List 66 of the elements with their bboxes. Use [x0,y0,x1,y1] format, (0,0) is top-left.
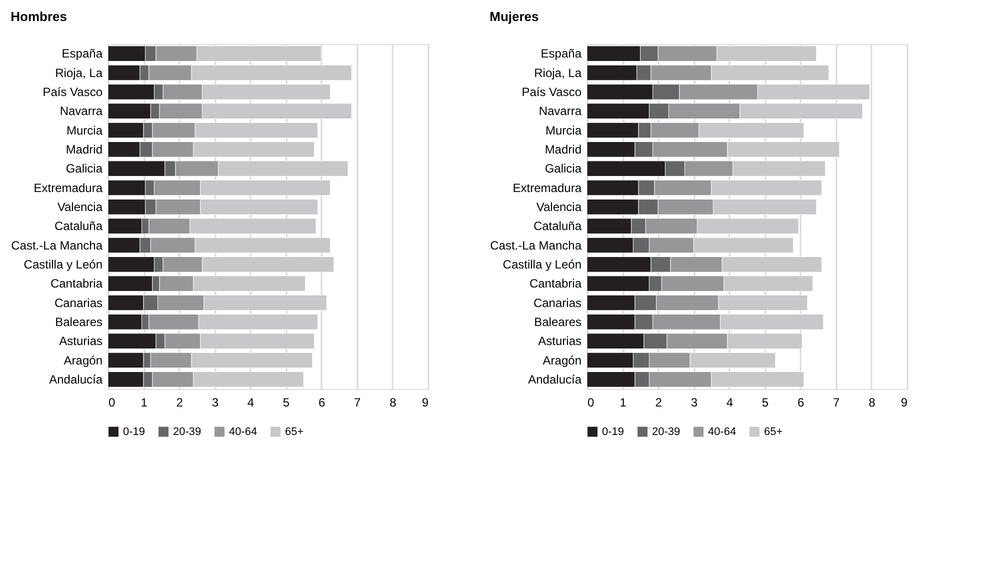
y-tick-label: Valencia [536,200,582,214]
y-tick-label: Navarra [538,104,582,118]
x-tick-label: 1 [620,396,627,410]
y-tick-label: Castilla y León [502,257,582,272]
legend-label: 40-64 [229,426,258,438]
x-tick-label: 8 [390,396,397,410]
y-tick-label: Murcia [66,123,103,138]
y-tick-label: España [62,46,103,61]
legend-label: 20-39 [652,426,680,438]
y-tick-label: Rioja, La [534,66,582,80]
y-tick-label: Canarias [54,296,102,310]
x-tick-label: 2 [655,396,662,410]
y-tick-label: Cataluña [54,219,103,234]
y-tick-label: Baleares [534,314,582,329]
legend-label: 0-19 [602,426,624,438]
legend-label: 65+ [285,426,304,438]
y-tick-label: Madrid [544,142,582,156]
y-tick-label: Castilla y León [24,257,102,272]
y-tick-label: Baleares [55,314,102,329]
x-tick-label: 9 [422,396,429,410]
x-tick-label: 7 [354,396,362,410]
y-tick-label: Cataluña [533,219,582,234]
y-tick-label: Galicia [66,162,103,176]
legend-label: 0-19 [123,426,146,438]
x-tick-label: 2 [176,396,184,410]
y-tick-label: Aragón [542,353,582,368]
y-tick-label: Andalucía [49,372,103,386]
x-tick-label: 3 [690,396,698,410]
legend-label: 20-39 [173,426,202,438]
y-tick-label: Galicia [544,162,582,176]
x-tick-label: 0 [108,396,116,410]
y-tick-label: Asturias [538,334,582,348]
y-tick-label: Extremadura [512,180,582,195]
y-tick-label: Aragón [64,353,102,368]
legend-label: 65+ [764,426,783,438]
y-tick-label: España [540,46,582,61]
y-tick-label: Cantabria [50,276,103,291]
x-tick-label: 6 [797,396,804,410]
y-tick-label: Cast.-La Mancha [11,238,103,252]
x-tick-label: 7 [833,396,840,410]
y-tick-label: Valencia [57,200,103,214]
x-tick-label: 8 [868,396,876,410]
x-tick-label: 9 [900,396,908,410]
y-tick-label: Asturias [59,334,102,348]
y-tick-label: Extremadura [34,180,103,195]
y-tick-label: Navarra [60,104,103,118]
y-tick-label: Cast.-La Mancha [490,238,582,252]
y-tick-label: Canarias [533,296,582,310]
x-tick-label: 4 [247,396,254,410]
x-tick-label: 6 [318,396,326,410]
x-tick-label: 5 [282,396,290,410]
x-tick-label: 0 [588,396,594,410]
y-tick-label: País Vasco [522,84,582,99]
y-tick-label: País Vasco [42,84,103,99]
chart-title: Mujeres [490,9,539,24]
y-tick-label: Madrid [66,142,102,156]
y-tick-label: Cantabria [529,276,582,291]
legend-label: 40-64 [708,426,736,438]
x-tick-label: 4 [726,396,734,410]
y-tick-label: Rioja, La [55,66,103,80]
y-tick-label: Murcia [545,123,582,138]
y-tick-label: Andalucía [528,372,582,386]
x-tick-label: 1 [140,396,148,410]
chart-title: Hombres [10,9,67,24]
x-tick-label: 3 [212,396,219,410]
x-tick-label: 5 [762,396,769,410]
